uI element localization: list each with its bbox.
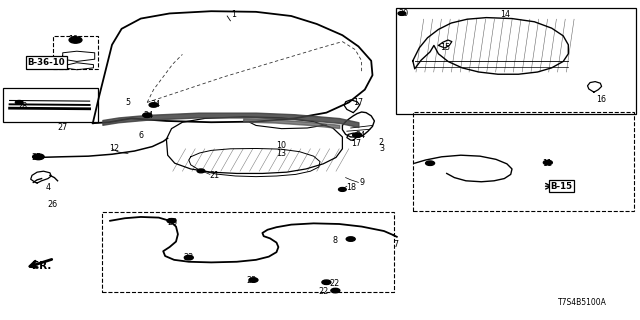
Circle shape: [249, 278, 258, 282]
Text: 22: 22: [329, 279, 339, 288]
Text: 3: 3: [380, 144, 385, 153]
Text: 17: 17: [353, 98, 364, 107]
Circle shape: [346, 237, 355, 241]
Bar: [396, 8, 636, 114]
Circle shape: [167, 219, 176, 223]
Circle shape: [543, 160, 552, 165]
Text: 10: 10: [276, 141, 287, 150]
Text: 15: 15: [440, 44, 450, 52]
Text: 16: 16: [596, 95, 607, 104]
Circle shape: [184, 255, 193, 260]
Circle shape: [339, 188, 346, 191]
Text: 18: 18: [346, 183, 356, 192]
Text: T7S4B5100A: T7S4B5100A: [558, 298, 607, 307]
Circle shape: [398, 12, 406, 15]
Text: 4: 4: [45, 183, 51, 192]
Bar: [102, 212, 394, 292]
Text: B-15: B-15: [550, 182, 572, 191]
Text: 17: 17: [351, 140, 361, 148]
Text: 27: 27: [58, 124, 68, 132]
Text: 19: 19: [68, 36, 79, 44]
Text: 25: 25: [31, 153, 42, 162]
Text: 20: 20: [398, 9, 408, 18]
Circle shape: [331, 288, 340, 293]
Circle shape: [143, 113, 152, 117]
Circle shape: [69, 37, 82, 43]
Text: 23: 23: [246, 276, 257, 285]
Text: 2: 2: [378, 138, 383, 147]
Text: 22: 22: [318, 287, 328, 296]
Text: 21: 21: [209, 171, 220, 180]
Bar: [3, 88, 98, 122]
Text: B-36-10: B-36-10: [28, 58, 65, 67]
Bar: [53, 36, 98, 69]
Circle shape: [15, 100, 23, 104]
Circle shape: [322, 280, 331, 284]
Text: 11: 11: [542, 159, 552, 168]
Text: 23: 23: [168, 218, 178, 227]
Text: 8: 8: [333, 236, 338, 245]
Circle shape: [149, 103, 158, 107]
Text: 24: 24: [355, 131, 365, 140]
Text: 9: 9: [359, 178, 364, 187]
Text: 28: 28: [17, 102, 28, 111]
Circle shape: [197, 169, 205, 173]
Text: 7: 7: [393, 240, 398, 249]
Text: 5: 5: [125, 98, 131, 107]
Text: 6: 6: [138, 132, 143, 140]
Text: 1: 1: [231, 10, 236, 19]
Circle shape: [426, 161, 435, 165]
Circle shape: [353, 133, 362, 137]
Text: 26: 26: [47, 200, 58, 209]
Bar: [413, 112, 634, 211]
Text: 12: 12: [109, 144, 119, 153]
Text: 23: 23: [184, 253, 194, 262]
Text: 24: 24: [150, 100, 161, 109]
Text: 24: 24: [143, 111, 154, 120]
Text: 13: 13: [276, 149, 287, 158]
Text: FR.: FR.: [32, 260, 51, 271]
Circle shape: [33, 154, 44, 160]
Text: 14: 14: [500, 10, 511, 19]
